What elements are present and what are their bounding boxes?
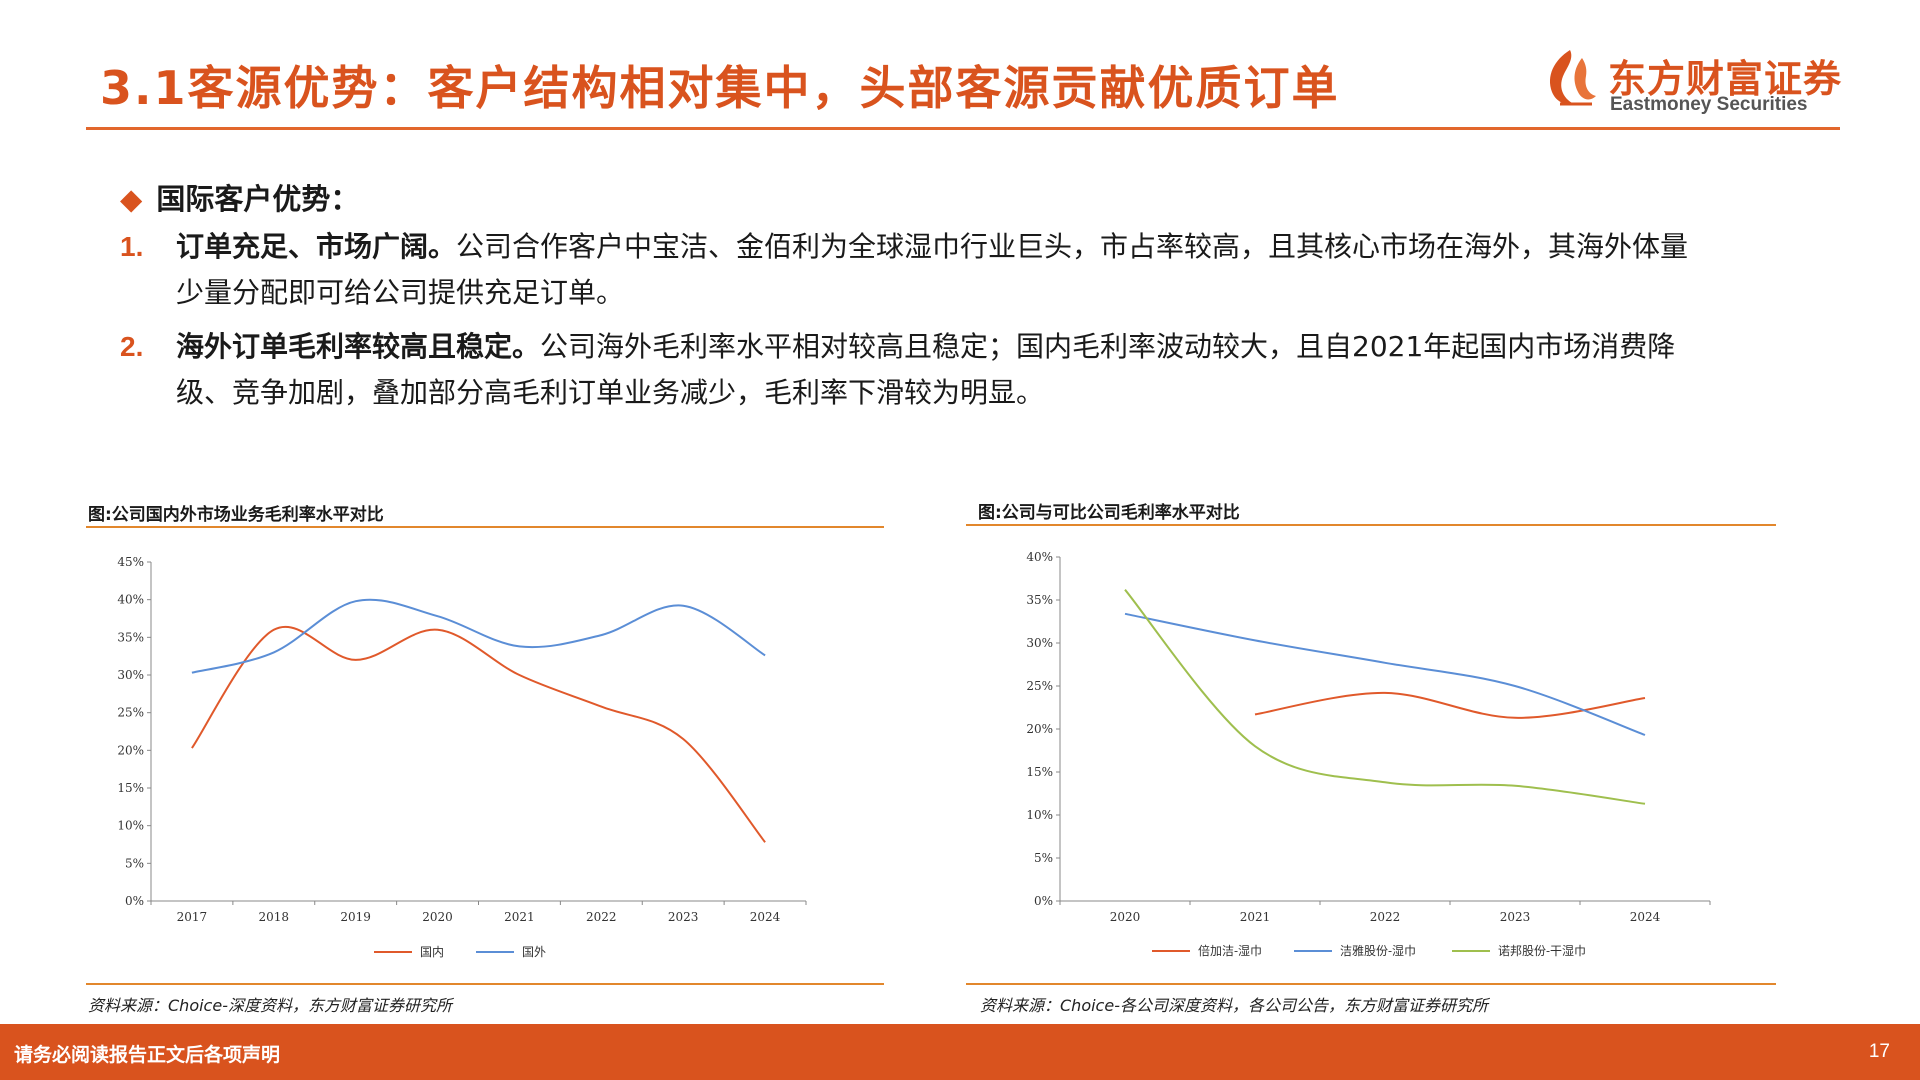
- brand-logo: 东方财富证券 Eastmoney Securities: [1540, 46, 1843, 116]
- y-tick-label: 45%: [117, 555, 144, 569]
- plot-area: 0% 5% 10% 15% 20% 25% 30% 35% 40% 45% 2017 2018 2019…: [117, 555, 807, 924]
- x-tick-label: 2017: [177, 910, 208, 924]
- y-tick-label: 15%: [1026, 765, 1053, 779]
- right-chart-source: 资料来源：Choice-各公司深度资料，各公司公告，东方财富证券研究所: [980, 996, 1488, 1015]
- point-number: 1.: [120, 231, 144, 262]
- left-chart-source: 资料来源：Choice-深度资料，东方财富证券研究所: [88, 996, 452, 1015]
- series-line: [191, 626, 766, 843]
- x-tick-label: 2019: [340, 910, 371, 924]
- y-tick-label: 10%: [1026, 808, 1053, 822]
- left-chart-top-rule: [86, 526, 884, 528]
- point-text: 公司合作客户中宝洁、金佰利为全球湿巾行业巨头，市占率较高，且其核心市场在海外，其…: [176, 230, 1689, 309]
- header-divider: [86, 127, 1840, 130]
- x-tick-label: 2020: [1110, 910, 1141, 924]
- logo-name-en: Eastmoney Securities: [1610, 94, 1808, 115]
- y-tick-label: 20%: [1026, 722, 1053, 736]
- point-lead: 订单充足、市场广阔。: [176, 230, 457, 263]
- point-body: 海外订单毛利率较高且稳定。公司海外毛利率水平相对较高且稳定；国内毛利率波动较大，…: [176, 324, 1700, 416]
- point-1: 1. 订单充足、市场广阔。公司合作客户中宝洁、金佰利为全球湿巾行业巨头，市占率较…: [120, 224, 1700, 316]
- x-tick-label: 2024: [750, 910, 781, 924]
- point-number: 2.: [120, 331, 144, 362]
- y-tick-label: 40%: [117, 593, 144, 607]
- left-chart-bottom-rule: [86, 983, 884, 985]
- x-tick-label: 2022: [586, 910, 617, 924]
- series-line: [191, 598, 766, 674]
- y-tick-label: 40%: [1026, 550, 1053, 564]
- y-tick-label: 35%: [1026, 593, 1053, 607]
- right-chart-bottom-rule: [966, 983, 1776, 985]
- x-tick-label: 2018: [259, 910, 290, 924]
- legend-label: 国内: [420, 945, 444, 959]
- series-line: [1254, 691, 1646, 719]
- footer-bar: 请务必阅读报告正文后各项声明 17: [0, 1024, 1920, 1080]
- y-tick-label: 35%: [117, 630, 144, 644]
- series-line: [1124, 612, 1646, 736]
- right-chart-title: 图:公司与可比公司毛利率水平对比: [978, 503, 1240, 523]
- y-tick-label: 5%: [1034, 851, 1053, 865]
- legend-label: 洁雅股份-湿巾: [1340, 943, 1416, 958]
- x-tick-label: 2023: [1500, 910, 1531, 924]
- x-tick-label: 2020: [422, 910, 453, 924]
- x-tick-label: 2024: [1630, 910, 1661, 924]
- series-line: [1124, 589, 1646, 805]
- legend-label: 国外: [522, 945, 546, 959]
- left-chart-title: 图:公司国内外市场业务毛利率水平对比: [88, 505, 384, 525]
- y-tick-label: 5%: [125, 856, 144, 870]
- disclaimer-note: 请务必阅读报告正文后各项声明: [14, 1044, 281, 1066]
- y-tick-label: 0%: [1034, 894, 1053, 908]
- y-tick-label: 25%: [1026, 679, 1053, 693]
- y-tick-label: 20%: [117, 743, 144, 757]
- diamond-bullet-icon: ◆: [120, 182, 143, 216]
- right-line-chart: 0% 5% 10% 15% 20% 25% 30% 35% 40% 2020 2021 2022 202…: [1026, 550, 1711, 958]
- y-tick-label: 25%: [117, 706, 144, 720]
- point-2: 2. 海外订单毛利率较高且稳定。公司海外毛利率水平相对较高且稳定；国内毛利率波动…: [120, 324, 1700, 416]
- x-tick-label: 2022: [1370, 910, 1401, 924]
- point-body: 订单充足、市场广阔。公司合作客户中宝洁、金佰利为全球湿巾行业巨头，市占率较高，且…: [176, 224, 1700, 316]
- logo-name-cn: 东方财富证券: [1608, 57, 1843, 101]
- point-text: 公司海外毛利率水平相对较高且稳定；国内毛利率波动较大，且自2021年起国内市场消…: [176, 330, 1676, 409]
- y-tick-label: 30%: [1026, 636, 1053, 650]
- legend: 倍加洁-湿巾 洁雅股份-湿巾 诺邦股份-干湿巾: [1152, 943, 1586, 958]
- x-tick-label: 2021: [504, 910, 535, 924]
- x-tick-label: 2023: [668, 910, 699, 924]
- y-tick-label: 30%: [117, 668, 144, 682]
- section-heading: ◆ 国际客户优势：: [120, 176, 359, 218]
- plot-area: 0% 5% 10% 15% 20% 25% 30% 35% 40% 2020 2021 2022 202…: [1026, 550, 1711, 924]
- y-tick-label: 10%: [117, 819, 144, 833]
- legend-label: 倍加洁-湿巾: [1198, 943, 1262, 958]
- legend: 国内 国外: [374, 945, 546, 959]
- legend-label: 诺邦股份-干湿巾: [1498, 943, 1586, 958]
- page-number: 17: [1868, 1041, 1890, 1062]
- point-lead: 海外订单毛利率较高且稳定。: [176, 330, 541, 363]
- right-chart-top-rule: [966, 524, 1776, 526]
- logo-flame-icon: [1550, 50, 1596, 106]
- y-tick-label: 0%: [125, 894, 144, 908]
- left-line-chart: 0% 5% 10% 15% 20% 25% 30% 35% 40% 45% 2017 2018 2019…: [117, 555, 807, 959]
- section-heading-text: 国际客户优势：: [156, 182, 360, 216]
- page-title: 3.1客源优势：客户结构相对集中，头部客源贡献优质订单: [100, 61, 1340, 115]
- x-tick-label: 2021: [1240, 910, 1271, 924]
- y-tick-label: 15%: [117, 781, 144, 795]
